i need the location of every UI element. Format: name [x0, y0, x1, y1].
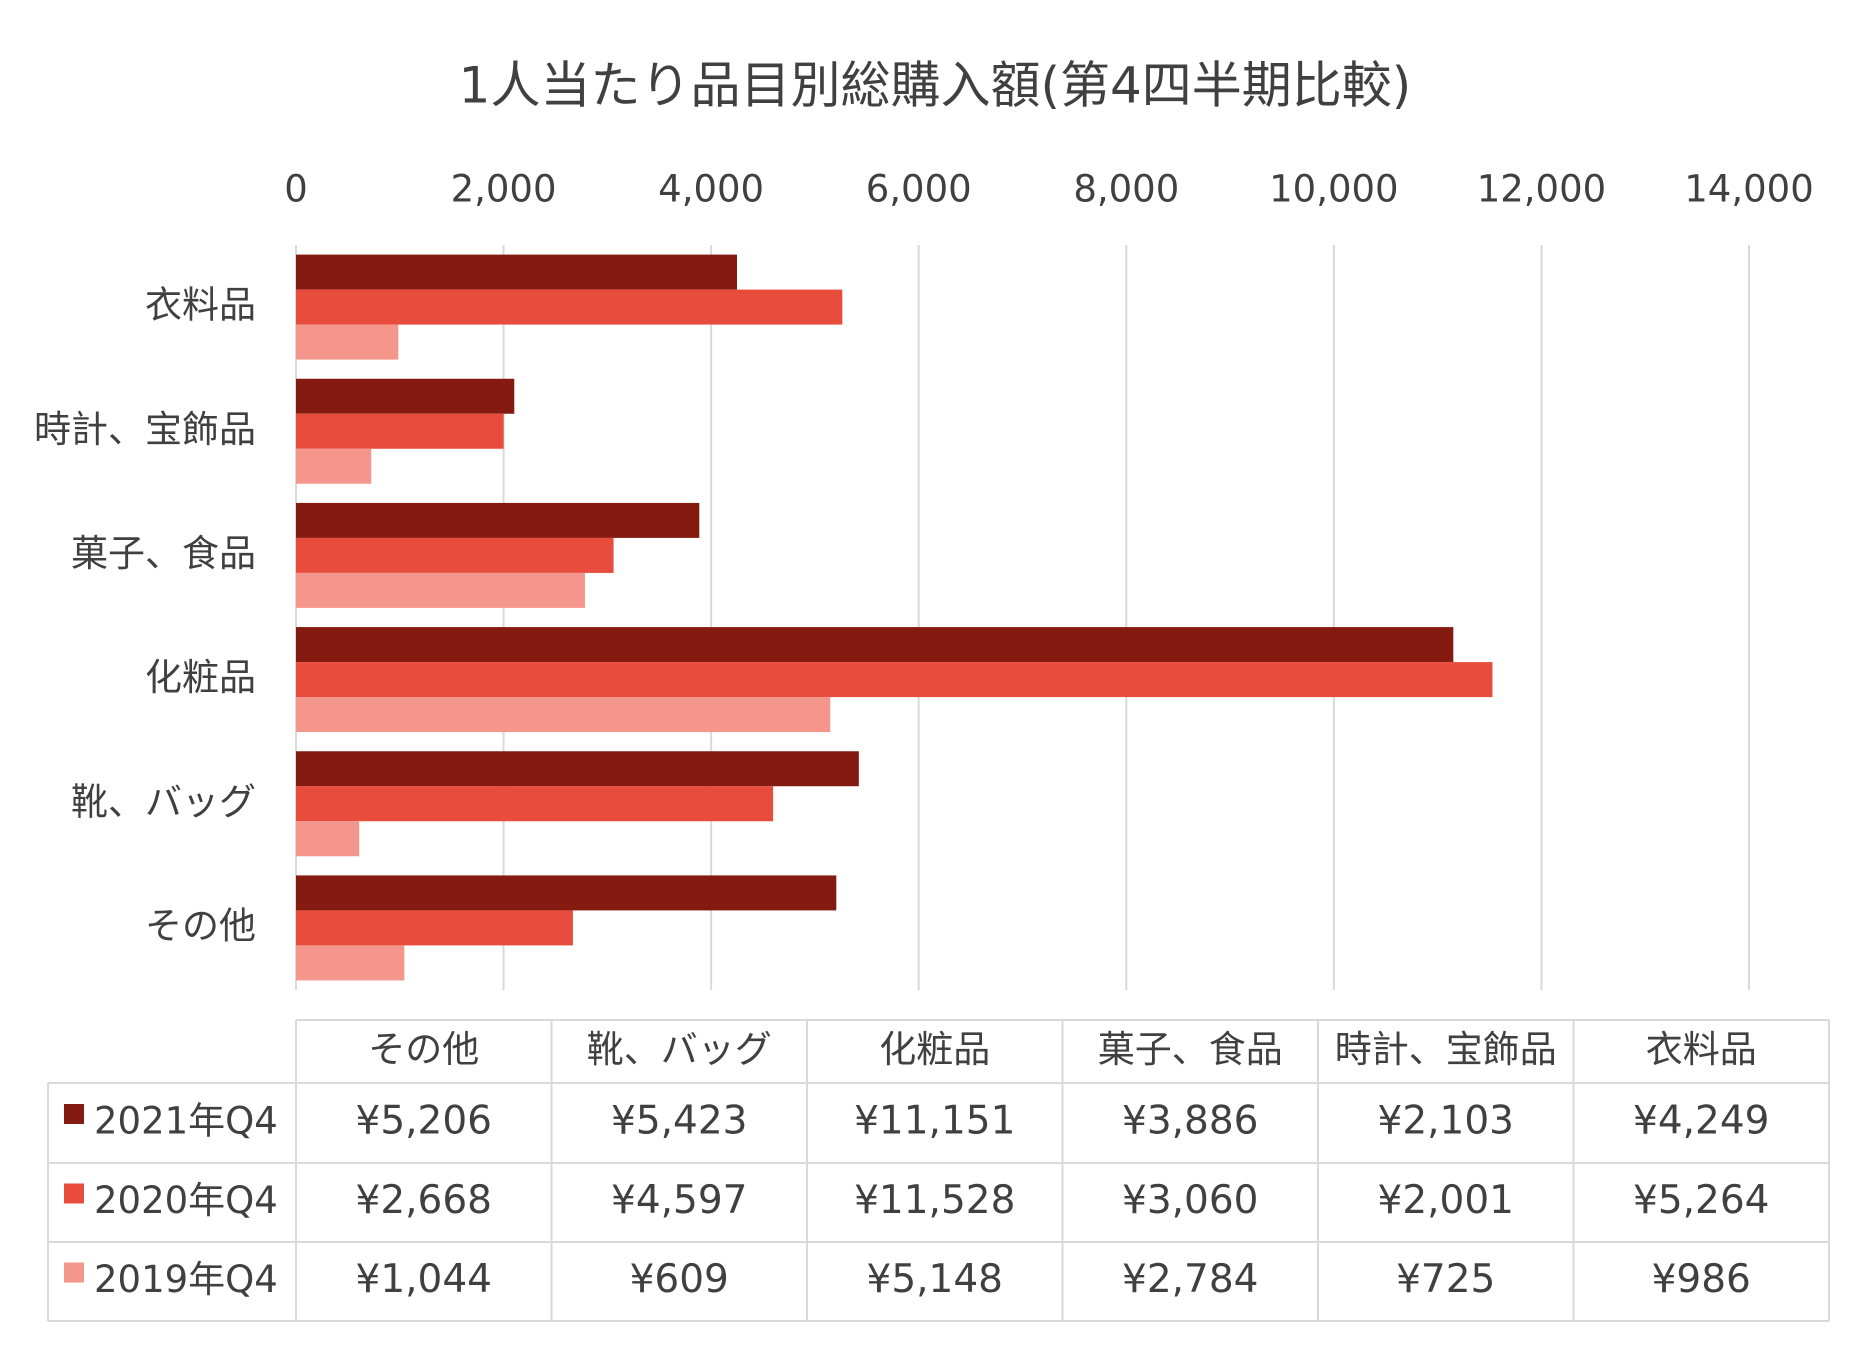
table-cell: ¥1,044: [356, 1257, 492, 1302]
bar: [296, 324, 399, 360]
y-tick-label: 菓子、食品: [71, 532, 256, 575]
bar: [296, 572, 585, 608]
bar: [296, 786, 774, 822]
bar: [296, 821, 360, 857]
table-cell: ¥3,060: [1122, 1178, 1258, 1223]
table-cell: ¥609: [630, 1257, 729, 1302]
table-cell: ¥11,151: [854, 1099, 1015, 1144]
table-header: 時計、宝飾品: [1335, 1028, 1557, 1071]
table-header: 菓子、食品: [1098, 1028, 1283, 1071]
legend-key: [64, 1104, 84, 1124]
table-cell: ¥986: [1652, 1257, 1751, 1302]
table-cell: ¥3,886: [1122, 1099, 1258, 1144]
table-cell: ¥11,528: [854, 1178, 1015, 1223]
table-cell: ¥725: [1396, 1257, 1495, 1302]
table-header: 衣料品: [1646, 1028, 1757, 1071]
x-tick-label: 4,000: [658, 168, 764, 211]
y-tick-label: 時計、宝飾品: [34, 408, 256, 451]
bar: [296, 254, 737, 290]
table-cell: ¥4,249: [1633, 1099, 1769, 1144]
bar: [296, 945, 405, 981]
x-tick-label: 12,000: [1477, 168, 1606, 211]
bar: [296, 751, 859, 787]
y-tick-label: 靴、バッグ: [71, 780, 256, 823]
table-header: 靴、バッグ: [587, 1028, 772, 1071]
bar: [296, 502, 700, 538]
legend-label: 2019年Q4: [94, 1258, 278, 1301]
y-tick-label: その他: [145, 904, 256, 947]
bar: [296, 875, 837, 911]
table-header: その他: [368, 1028, 479, 1071]
table-cell: ¥2,001: [1378, 1178, 1514, 1223]
table-cell: ¥2,103: [1378, 1099, 1514, 1144]
bar: [296, 697, 831, 733]
y-tick-label: 化粧品: [145, 656, 256, 699]
bar: [296, 537, 614, 573]
x-tick-label: 8,000: [1073, 168, 1179, 211]
legend-label: 2020年Q4: [94, 1179, 278, 1222]
table-cell: ¥4,597: [611, 1178, 747, 1223]
x-tick-label: 10,000: [1269, 168, 1398, 211]
x-tick-label: 6,000: [866, 168, 972, 211]
table-cell: ¥5,264: [1633, 1178, 1769, 1223]
x-tick-label: 0: [284, 168, 308, 211]
y-tick-label: 衣料品: [145, 284, 256, 327]
table-header: 化粧品: [879, 1028, 990, 1071]
chart-title: 1人当たり品目別総購入額(第4四半期比較): [459, 57, 1412, 115]
table-cell: ¥5,148: [867, 1257, 1003, 1302]
x-tick-label: 14,000: [1684, 168, 1813, 211]
table-cell: ¥5,423: [611, 1099, 747, 1144]
bar: [296, 448, 372, 484]
table-cell: ¥2,784: [1122, 1257, 1258, 1302]
bar: [296, 627, 1454, 663]
bar: [296, 289, 843, 325]
bar: [296, 378, 515, 414]
table-cell: ¥2,668: [356, 1178, 492, 1223]
bar: [296, 662, 1493, 698]
bar: [296, 910, 573, 946]
table-cell: ¥5,206: [356, 1099, 492, 1144]
legend-label: 2021年Q4: [94, 1100, 278, 1143]
legend-key: [64, 1183, 84, 1204]
x-tick-label: 2,000: [451, 168, 557, 211]
bar: [296, 413, 504, 449]
legend-key: [64, 1262, 84, 1283]
